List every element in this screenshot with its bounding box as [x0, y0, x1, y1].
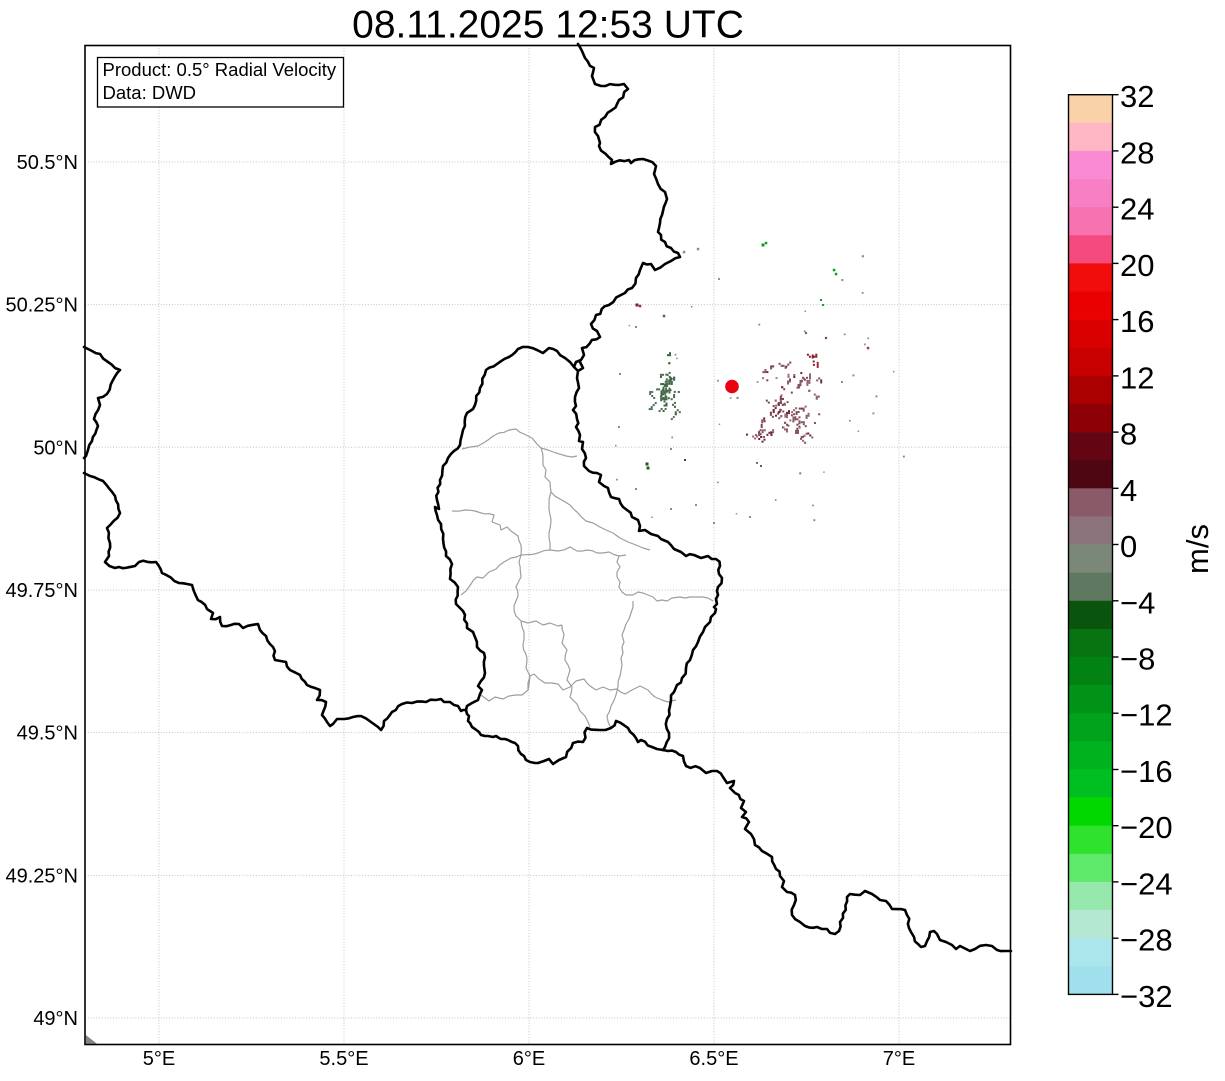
- svg-text:−24: −24: [1120, 866, 1173, 901]
- svg-text:−28: −28: [1120, 923, 1173, 958]
- svg-text:24: 24: [1120, 192, 1154, 227]
- svg-text:−12: −12: [1120, 698, 1173, 733]
- svg-text:49.25°N: 49.25°N: [6, 865, 79, 887]
- svg-text:08.11.2025 12:53 UTC: 08.11.2025 12:53 UTC: [352, 4, 744, 47]
- svg-text:49.75°N: 49.75°N: [6, 580, 79, 602]
- svg-text:50.5°N: 50.5°N: [17, 152, 78, 174]
- svg-text:6°E: 6°E: [513, 1048, 545, 1070]
- svg-text:28: 28: [1120, 135, 1154, 170]
- svg-text:−8: −8: [1120, 642, 1155, 677]
- svg-text:32: 32: [1120, 79, 1154, 114]
- svg-text:4: 4: [1120, 473, 1137, 508]
- svg-text:49°N: 49°N: [33, 1008, 78, 1030]
- svg-text:6.5°E: 6.5°E: [689, 1048, 738, 1070]
- svg-text:49.5°N: 49.5°N: [17, 723, 78, 745]
- svg-text:50°N: 50°N: [33, 437, 78, 459]
- svg-text:0: 0: [1120, 529, 1137, 564]
- svg-text:20: 20: [1120, 248, 1154, 283]
- svg-text:16: 16: [1120, 304, 1154, 339]
- svg-text:50.25°N: 50.25°N: [6, 295, 79, 317]
- svg-text:Data: DWD: Data: DWD: [103, 82, 197, 103]
- svg-text:−20: −20: [1120, 810, 1173, 845]
- svg-text:−32: −32: [1120, 979, 1173, 1014]
- svg-text:5°E: 5°E: [143, 1048, 175, 1070]
- svg-text:7°E: 7°E: [883, 1048, 915, 1070]
- svg-text:Product: 0.5° Radial Velocity: Product: 0.5° Radial Velocity: [103, 59, 337, 80]
- svg-text:−16: −16: [1120, 754, 1173, 789]
- svg-text:8: 8: [1120, 417, 1137, 452]
- svg-text:−4: −4: [1120, 585, 1155, 620]
- svg-text:5.5°E: 5.5°E: [319, 1048, 368, 1070]
- svg-text:12: 12: [1120, 360, 1154, 395]
- svg-text:m/s: m/s: [1180, 524, 1215, 574]
